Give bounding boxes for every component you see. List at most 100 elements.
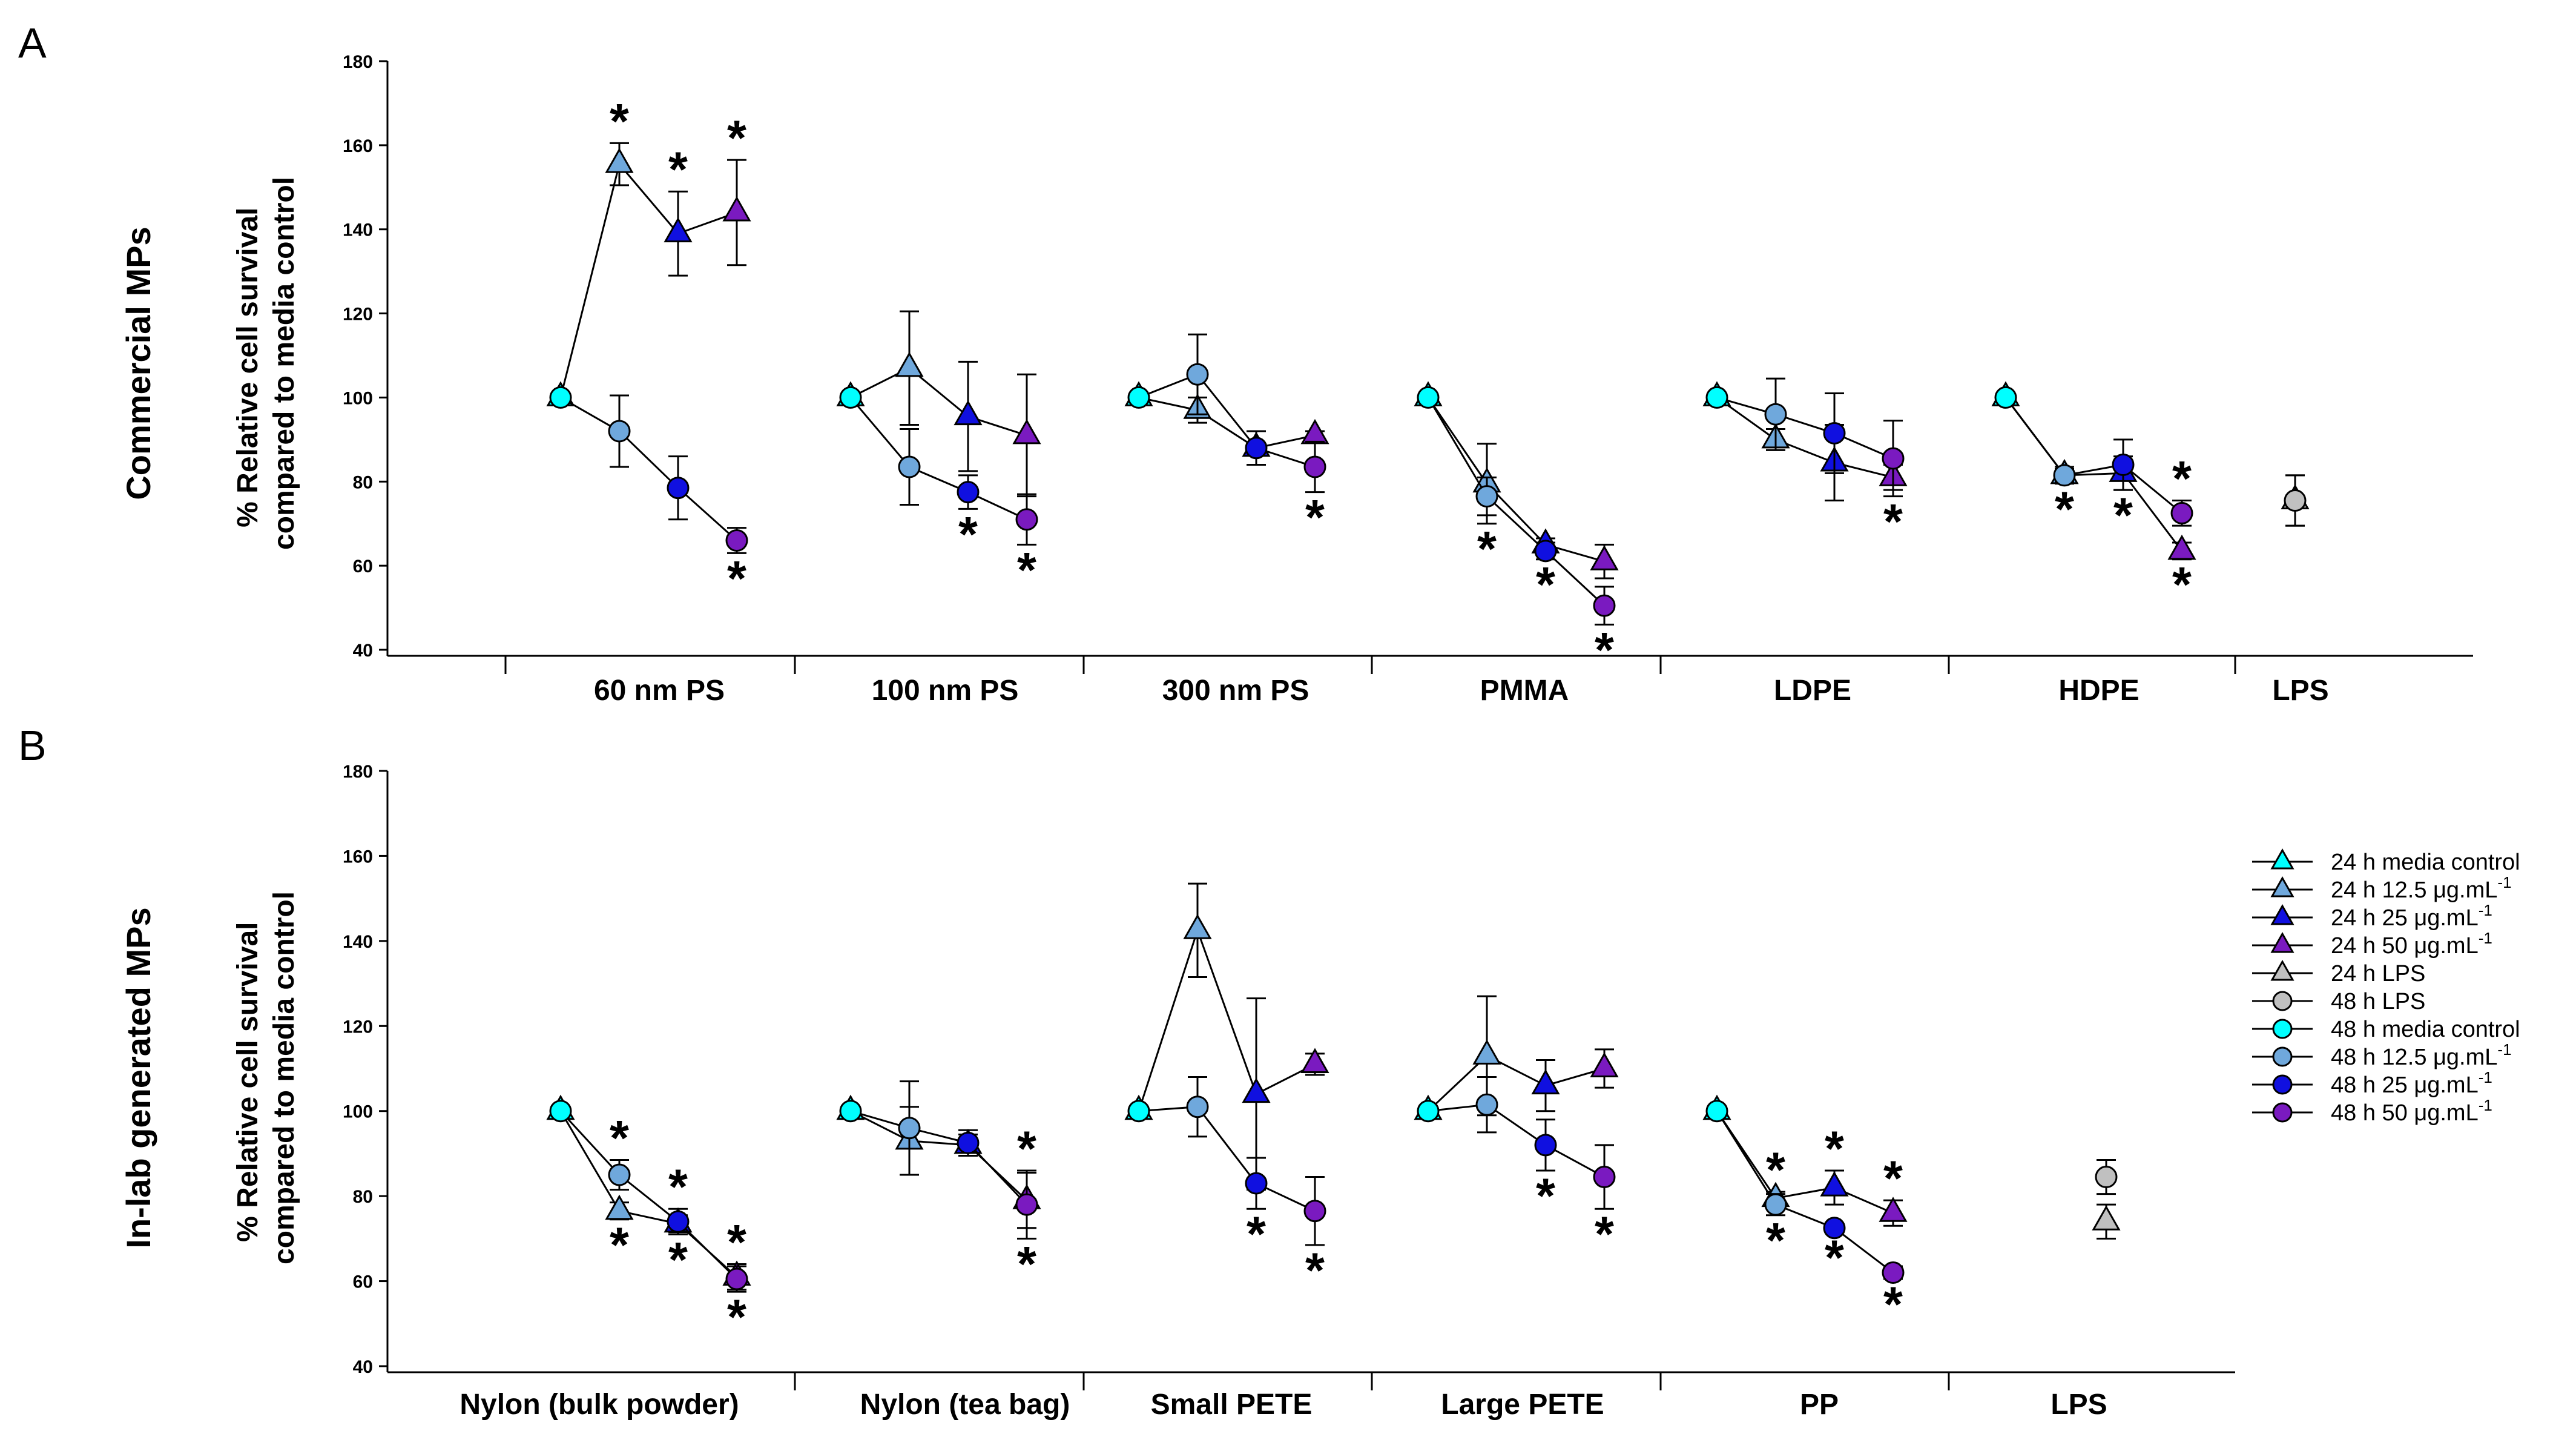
panel-a-point-48h xyxy=(725,529,748,552)
panel-b-row-label: In-lab generated MPs xyxy=(119,907,157,1248)
panel-a-category-group: LPS xyxy=(2272,474,2329,707)
panel-b-category-label: LPS xyxy=(2051,1389,2107,1421)
panel-a-point-48h xyxy=(1994,386,2017,409)
legend-label: 48 h 25 μg.mL-1 xyxy=(2331,1068,2492,1098)
panel-a-series-line-48h xyxy=(1138,373,1316,468)
panel-a-point-48h xyxy=(1417,386,1440,409)
panel-b-category-group: Large PETE * * xyxy=(1414,995,1619,1421)
panel-a-significance-star: * xyxy=(2055,482,2074,537)
panel-b-ytick-label: 40 xyxy=(353,1357,373,1377)
panel-b-significance-star: * xyxy=(1247,1207,1266,1262)
panel-b-series-line-48h xyxy=(1716,1110,1894,1274)
panel-b-point-24h xyxy=(1590,1052,1619,1077)
panel-b-point-48h xyxy=(1823,1217,1846,1240)
panel-a-significance-star: * xyxy=(1883,495,1903,550)
panel-a-point-48h xyxy=(549,386,572,409)
panel-a-point-48h xyxy=(667,477,690,500)
panel-a-ytick-label: 140 xyxy=(343,220,373,240)
panel-b-point-24h xyxy=(1879,1197,1908,1222)
panel-b-point-48h xyxy=(1015,1193,1038,1216)
legend-label-superscript: -1 xyxy=(2497,1040,2511,1059)
panel-a-point-24h xyxy=(1590,545,1619,570)
legend-label-superscript: -1 xyxy=(2479,901,2492,919)
legend-triangle-marker xyxy=(2270,959,2294,981)
panel-a-point-48h xyxy=(1475,485,1498,508)
legend-label: 24 h 50 μg.mL-1 xyxy=(2331,929,2492,959)
panel-b-ytick-label: 160 xyxy=(343,847,373,867)
panel-a-point-48h xyxy=(1764,403,1787,426)
panel-b-point-24h xyxy=(1242,1077,1271,1103)
panel-a-series-line-24h xyxy=(850,367,1027,437)
panel-a-point-48h xyxy=(1593,594,1616,617)
panel-b-point-48h xyxy=(549,1100,572,1123)
panel-a-point-48h xyxy=(2170,501,2193,524)
panel-a-significance-star: * xyxy=(1595,623,1614,678)
panel-a-category-label: 100 nm PS xyxy=(872,675,1019,707)
legend-label-text: 24 h 12.5 μg.mL xyxy=(2331,877,2497,903)
panel-b-significance-star: * xyxy=(1883,1151,1903,1206)
panel-b-significance-star: * xyxy=(727,1215,746,1270)
panel-b-point-24h xyxy=(2092,1205,2121,1231)
panel-b-significance-star: * xyxy=(1883,1277,1903,1332)
panel-b-point-24h xyxy=(1300,1048,1329,1073)
legend-label-text: 48 h 12.5 μg.mL xyxy=(2331,1045,2497,1070)
panel-b-ytick-label: 60 xyxy=(353,1272,373,1292)
legend-item: 48 h LPS xyxy=(2252,989,2425,1014)
legend-label-text: 24 h 50 μg.mL xyxy=(2331,933,2479,959)
panel-b-ytick-label: 180 xyxy=(343,762,373,782)
legend-item: 48 h 12.5 μg.mL-1 xyxy=(2252,1040,2512,1070)
legend-circle-marker xyxy=(2272,991,2293,1011)
panel-b-point-48h xyxy=(2095,1166,2118,1189)
panel-a-significance-star: * xyxy=(2172,558,2192,613)
panel-b-category-label: Small PETE xyxy=(1151,1389,1313,1421)
panel-b-category-label: Large PETE xyxy=(1441,1389,1604,1421)
panel-b-category-group: PP * * * * * * xyxy=(1702,1094,1908,1421)
panel-b-point-48h xyxy=(1186,1095,1209,1118)
panel-b-series-line-48h xyxy=(559,1110,738,1280)
panel-b-point-48h xyxy=(667,1210,690,1233)
panel-a-point-48h xyxy=(1015,508,1038,531)
legend-label-text: 48 h 25 μg.mL xyxy=(2331,1072,2479,1098)
panel-a-ylabel: % Relative cell survival compared to med… xyxy=(232,177,300,550)
panel-a-series-line-48h xyxy=(1427,397,1606,607)
panel-b-significance-star: * xyxy=(1305,1243,1325,1298)
legend-label: 24 h media control xyxy=(2331,850,2520,875)
legend-label-text: 48 h 50 μg.mL xyxy=(2331,1100,2479,1126)
panel-a-ytick-label: 180 xyxy=(343,52,373,72)
panel-a-significance-star: * xyxy=(727,551,746,606)
panel-a-series-line-24h xyxy=(1138,396,1316,449)
panel-b-series-line-24h xyxy=(1138,927,1316,1112)
legend-label-text: 48 h media control xyxy=(2331,1017,2520,1042)
legend-label: 48 h LPS xyxy=(2331,989,2425,1014)
panel-a-point-48h xyxy=(839,386,862,409)
panel-a-point-48h xyxy=(1303,455,1326,478)
panel-a-point-48h xyxy=(898,455,921,478)
panel-b-significance-star: * xyxy=(1766,1214,1785,1269)
panel-a-point-48h xyxy=(2284,489,2307,512)
panel-b-point-48h xyxy=(957,1131,980,1154)
legend-item: 48 h media control xyxy=(2252,1017,2520,1042)
panel-b-point-24h xyxy=(1472,1039,1501,1065)
panel-a-point-24h xyxy=(605,148,634,173)
panel-b-significance-star: * xyxy=(727,1290,746,1345)
panel-a-point-24h xyxy=(2167,534,2196,560)
panel-a-significance-star: * xyxy=(1536,558,1555,613)
panel-a-significance-star: * xyxy=(2113,488,2133,543)
panel-b-ytick-label: 80 xyxy=(353,1187,373,1207)
legend-triangle-marker xyxy=(2270,848,2294,870)
panel-b-category-label: PP xyxy=(1800,1389,1839,1421)
panel-a-point-48h xyxy=(1882,447,1905,470)
panel-a-category-label: PMMA xyxy=(1480,675,1569,707)
panel-b-point-48h xyxy=(1475,1093,1498,1116)
panel-a-category-label: HDPE xyxy=(2058,675,2139,707)
panel-b-point-48h xyxy=(1245,1172,1268,1195)
panel-b-point-24h xyxy=(1183,914,1212,939)
panel-b-point-48h xyxy=(1303,1200,1326,1223)
panel-b-point-48h xyxy=(1534,1134,1557,1157)
panel-a-significance-star: * xyxy=(727,111,746,166)
panel-a-point-48h xyxy=(608,420,631,443)
panel-a-series-line-24h xyxy=(559,162,737,398)
legend-item: 24 h LPS xyxy=(2252,959,2425,986)
panel-a-point-48h xyxy=(1127,386,1150,409)
